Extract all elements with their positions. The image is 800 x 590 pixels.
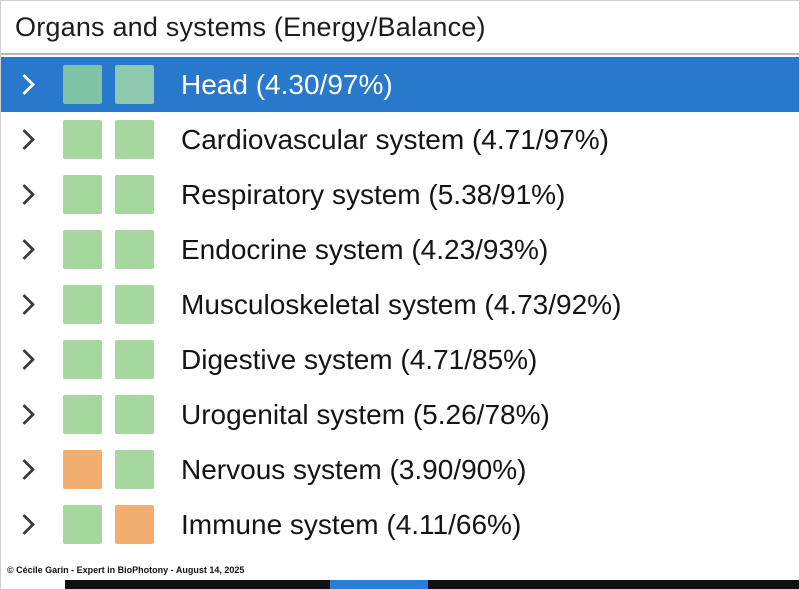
list-item-nervous[interactable]: Nervous system (3.90/90%) bbox=[1, 442, 799, 497]
organ-system-list: Head (4.30/97%) Cardiovascular system (4… bbox=[1, 57, 799, 552]
chevron-right-icon[interactable] bbox=[1, 238, 47, 261]
balance-indicator-square bbox=[115, 395, 154, 434]
list-item-respiratory[interactable]: Respiratory system (5.38/91%) bbox=[1, 167, 799, 222]
list-item-endocrine[interactable]: Endocrine system (4.23/93%) bbox=[1, 222, 799, 277]
balance-indicator-square bbox=[115, 340, 154, 379]
chevron-right-icon[interactable] bbox=[1, 73, 47, 96]
chevron-right-icon[interactable] bbox=[1, 293, 47, 316]
balance-indicator-square bbox=[115, 450, 154, 489]
energy-indicator-square bbox=[63, 340, 102, 379]
balance-indicator-square bbox=[115, 65, 154, 104]
chevron-right-icon[interactable] bbox=[1, 403, 47, 426]
list-item-musculoskeletal[interactable]: Musculoskeletal system (4.73/92%) bbox=[1, 277, 799, 332]
progress-segment bbox=[330, 580, 428, 589]
chevron-right-icon[interactable] bbox=[1, 183, 47, 206]
balance-indicator-square bbox=[115, 120, 154, 159]
energy-indicator-square bbox=[63, 175, 102, 214]
energy-indicator-square bbox=[63, 120, 102, 159]
list-item-label: Digestive system (4.71/85%) bbox=[181, 343, 538, 375]
balance-indicator-square bbox=[115, 230, 154, 269]
energy-indicator-square bbox=[63, 65, 102, 104]
chevron-right-icon[interactable] bbox=[1, 348, 47, 371]
balance-indicator-square bbox=[115, 505, 154, 544]
chevron-right-icon[interactable] bbox=[1, 128, 47, 151]
list-item-label: Urogenital system (5.26/78%) bbox=[181, 398, 550, 430]
balance-indicator-square bbox=[115, 175, 154, 214]
list-item-label: Respiratory system (5.38/91%) bbox=[181, 178, 566, 210]
list-item-cardiovascular[interactable]: Cardiovascular system (4.71/97%) bbox=[1, 112, 799, 167]
header: Organs and systems (Energy/Balance) bbox=[1, 1, 799, 55]
list-item-label: Immune system (4.11/66%) bbox=[181, 508, 522, 540]
list-item-urogenital[interactable]: Urogenital system (5.26/78%) bbox=[1, 387, 799, 442]
energy-indicator-square bbox=[63, 230, 102, 269]
video-progress-bar[interactable] bbox=[65, 580, 799, 589]
list-item-label: Head (4.30/97%) bbox=[181, 68, 393, 100]
list-item-head[interactable]: Head (4.30/97%) bbox=[1, 57, 799, 112]
chevron-right-icon[interactable] bbox=[1, 513, 47, 536]
list-item-label: Nervous system (3.90/90%) bbox=[181, 453, 527, 485]
credit-text: © Cécile Garin - Expert in BioPhotony - … bbox=[7, 565, 245, 575]
chevron-right-icon[interactable] bbox=[1, 458, 47, 481]
list-item-label: Musculoskeletal system (4.73/92%) bbox=[181, 288, 622, 320]
energy-indicator-square bbox=[63, 450, 102, 489]
energy-indicator-square bbox=[63, 505, 102, 544]
page-title: Organs and systems (Energy/Balance) bbox=[15, 11, 486, 42]
balance-indicator-square bbox=[115, 285, 154, 324]
list-item-digestive[interactable]: Digestive system (4.71/85%) bbox=[1, 332, 799, 387]
energy-indicator-square bbox=[63, 395, 102, 434]
list-item-label: Cardiovascular system (4.71/97%) bbox=[181, 123, 609, 155]
energy-indicator-square bbox=[63, 285, 102, 324]
list-item-label: Endocrine system (4.23/93%) bbox=[181, 233, 549, 265]
list-item-immune[interactable]: Immune system (4.11/66%) bbox=[1, 497, 799, 552]
